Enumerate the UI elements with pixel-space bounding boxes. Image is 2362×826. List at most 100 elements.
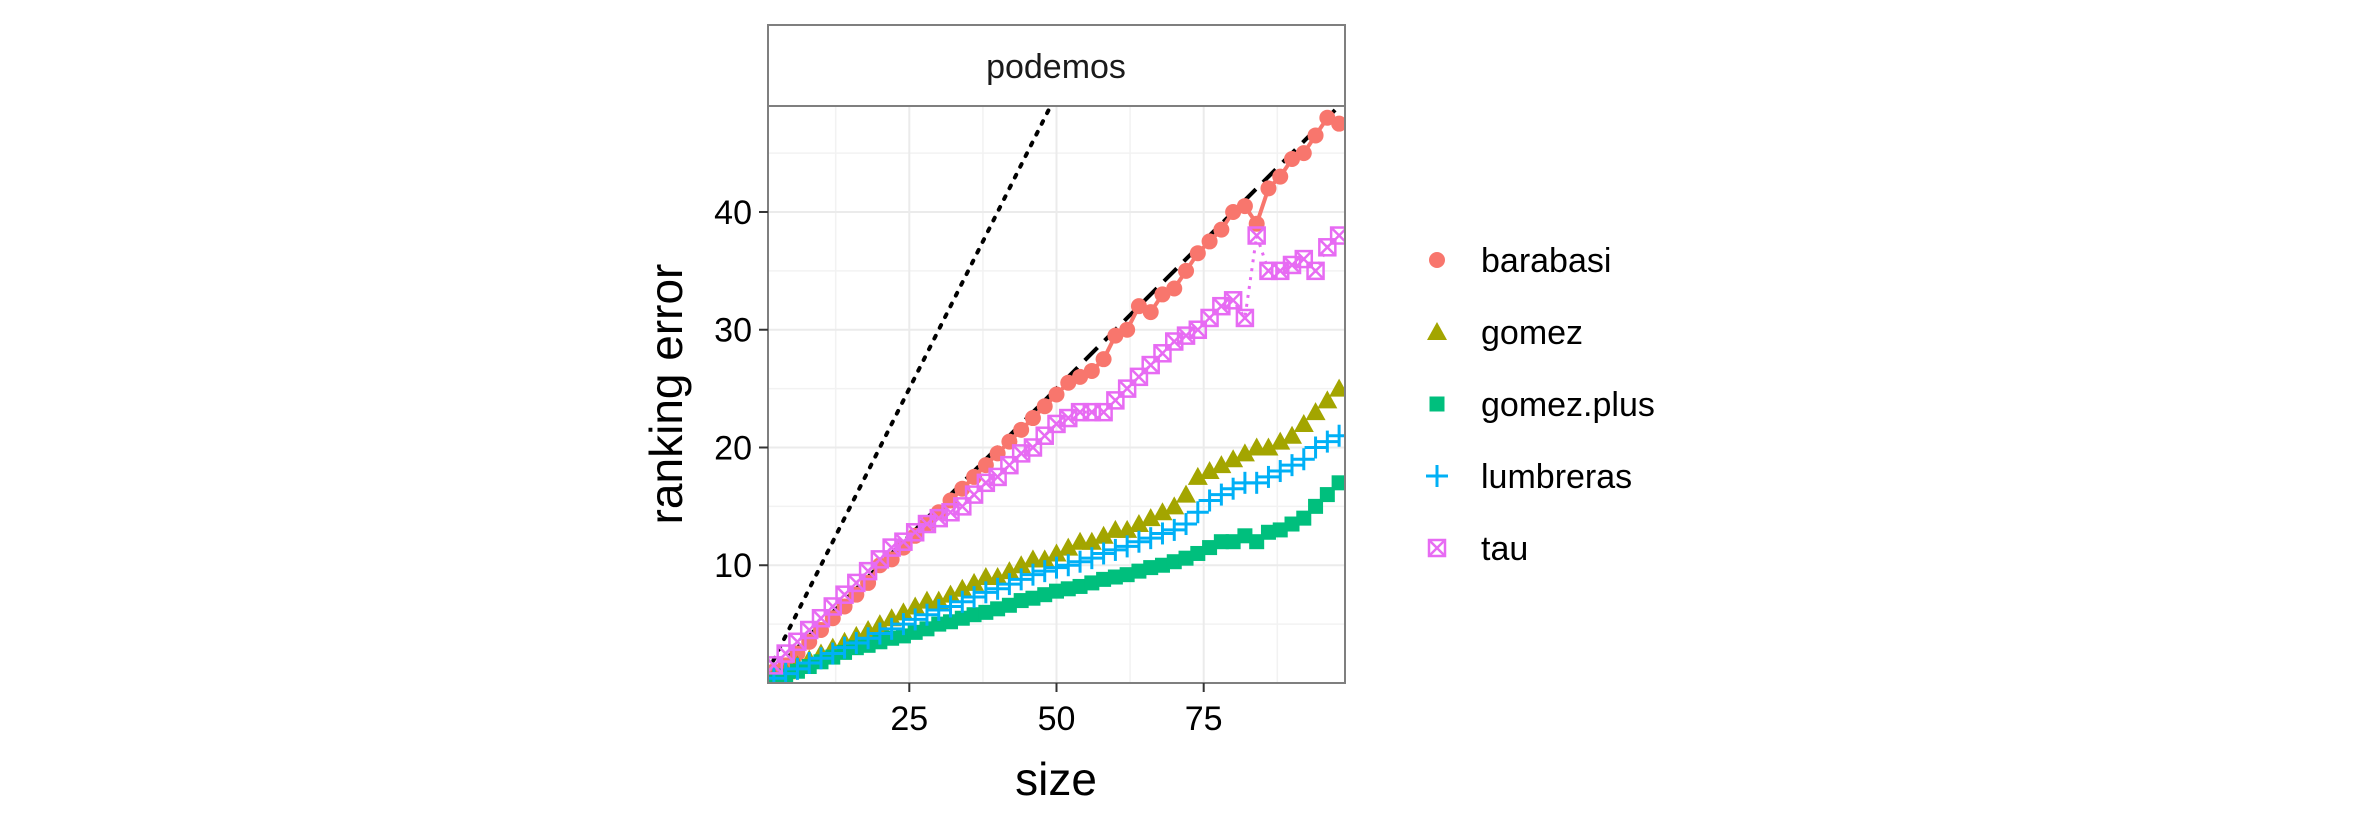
data-point <box>1034 549 1055 568</box>
x-tick-label: 25 <box>890 700 928 738</box>
data-point <box>941 503 960 522</box>
data-point <box>1222 477 1245 500</box>
data-point <box>845 631 868 654</box>
data-point <box>1249 534 1265 550</box>
data-point <box>1272 522 1288 538</box>
series-lumbreras <box>768 424 1345 683</box>
data-point <box>919 621 935 637</box>
legend-label: gomez.plus <box>1481 386 1655 424</box>
data-point <box>1117 519 1138 538</box>
data-point <box>895 628 911 644</box>
data-point <box>1213 534 1229 550</box>
data-point <box>1175 513 1198 536</box>
data-point <box>1234 443 1255 462</box>
data-point <box>1260 180 1277 197</box>
data-point <box>1225 203 1242 220</box>
data-point <box>786 657 809 680</box>
data-point <box>1049 583 1064 599</box>
data-point <box>1060 374 1077 391</box>
data-point <box>1319 487 1335 503</box>
data-point <box>809 647 832 670</box>
data-point <box>905 596 926 615</box>
data-point <box>963 586 986 609</box>
data-point <box>1143 560 1159 576</box>
data-point <box>1104 538 1127 561</box>
data-point <box>798 651 821 674</box>
data-point <box>1272 168 1289 185</box>
data-point <box>1081 531 1102 550</box>
data-point <box>881 608 902 627</box>
data-point <box>1270 431 1291 450</box>
data-point <box>1037 587 1053 603</box>
data-point <box>833 636 856 659</box>
data-point <box>1296 510 1312 526</box>
data-point <box>1284 516 1300 532</box>
data-point <box>1095 351 1112 368</box>
data-point <box>1258 437 1279 456</box>
data-point <box>1013 421 1030 438</box>
y-axis-title: ranking error <box>640 264 692 525</box>
data-point <box>1093 525 1114 544</box>
data-point <box>1057 554 1080 577</box>
data-point <box>1237 528 1253 544</box>
data-point <box>1164 496 1185 515</box>
data-point <box>1225 534 1241 550</box>
data-point <box>1011 555 1032 574</box>
data-point <box>999 561 1020 580</box>
data-point <box>1033 560 1056 583</box>
data-point <box>1213 221 1230 238</box>
data-point <box>1270 261 1290 281</box>
legend-item-tau: tau <box>1427 530 1528 568</box>
y-tick-label: 10 <box>714 547 752 585</box>
data-point <box>821 642 844 665</box>
data-point <box>1329 378 1345 397</box>
data-point <box>1186 501 1209 524</box>
data-point <box>1060 581 1076 597</box>
data-point <box>1293 413 1314 432</box>
data-point <box>1010 568 1033 591</box>
facet-strip <box>767 24 1346 107</box>
y-tick-label: 40 <box>714 194 752 232</box>
data-point <box>1306 261 1325 281</box>
data-point <box>1154 286 1171 303</box>
data-point <box>1308 498 1324 514</box>
data-point <box>915 603 938 626</box>
data-point <box>1024 410 1041 427</box>
legend-item-lumbreras: lumbreras <box>1426 458 1632 496</box>
data-point <box>1139 527 1162 550</box>
series-layer <box>768 109 1345 683</box>
data-point <box>943 614 959 630</box>
data-point <box>868 622 891 645</box>
data-point <box>1072 578 1088 594</box>
data-point <box>1178 550 1194 566</box>
data-point <box>1092 542 1115 565</box>
data-point <box>1152 502 1173 521</box>
data-point <box>974 581 997 604</box>
series-tau <box>768 226 1345 675</box>
data-point <box>1083 362 1100 379</box>
data-point <box>1212 296 1231 316</box>
data-point <box>1198 489 1221 512</box>
data-point <box>1189 245 1206 262</box>
data-point <box>1331 475 1345 491</box>
data-point <box>976 473 996 493</box>
data-point <box>952 578 973 597</box>
data-point <box>904 608 927 631</box>
legend-key <box>1429 396 1445 412</box>
data-point <box>1131 563 1147 579</box>
data-point <box>1257 465 1280 488</box>
data-point <box>1317 390 1338 409</box>
data-point <box>954 610 970 626</box>
data-point <box>1284 150 1301 167</box>
data-point <box>1058 537 1079 556</box>
x-axis-title: size <box>1015 753 1097 805</box>
data-point <box>1292 448 1315 471</box>
data-point <box>1328 424 1345 447</box>
data-point <box>1201 233 1218 250</box>
data-point <box>1282 425 1303 444</box>
data-point <box>1045 556 1068 579</box>
data-point <box>917 514 937 534</box>
data-point <box>893 602 914 621</box>
data-point <box>1165 332 1184 351</box>
data-point <box>1245 471 1268 494</box>
